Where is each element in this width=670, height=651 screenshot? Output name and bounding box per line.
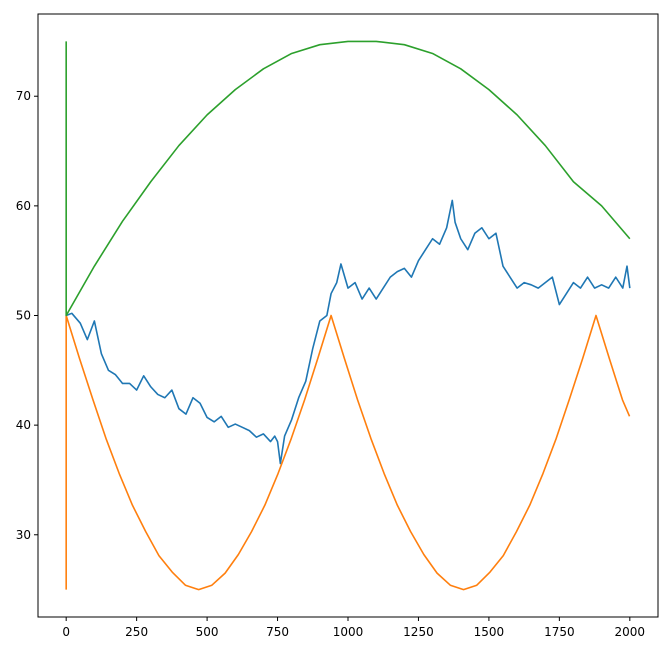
- y-tick-label: 30: [16, 528, 31, 542]
- x-tick-label: 0: [62, 625, 70, 639]
- y-tick-label: 50: [16, 309, 31, 323]
- plot-background: [38, 14, 658, 617]
- x-tick-label: 750: [266, 625, 289, 639]
- axis-layer: 0 250 500 750 1000 1250 1500 1750 2000 30 40 50 60 70: [16, 89, 645, 639]
- y-tick-label: 70: [16, 89, 31, 103]
- series-layer: [65, 40, 631, 591]
- x-tick-label: 1000: [333, 625, 364, 639]
- plot-frame: [37, 13, 659, 618]
- x-tick-label: 1500: [474, 625, 505, 639]
- x-tick-label: 250: [125, 625, 148, 639]
- y-tick-label: 60: [16, 199, 31, 213]
- x-tick-label: 1250: [403, 625, 434, 639]
- x-tick-label: 2000: [615, 625, 646, 639]
- x-tick-label: 1750: [544, 625, 575, 639]
- x-tick-label: 500: [196, 625, 219, 639]
- series-line-3: [65, 40, 631, 317]
- y-tick-label: 40: [16, 418, 31, 432]
- series-line-2: [65, 314, 631, 591]
- series-line-1: [65, 199, 631, 465]
